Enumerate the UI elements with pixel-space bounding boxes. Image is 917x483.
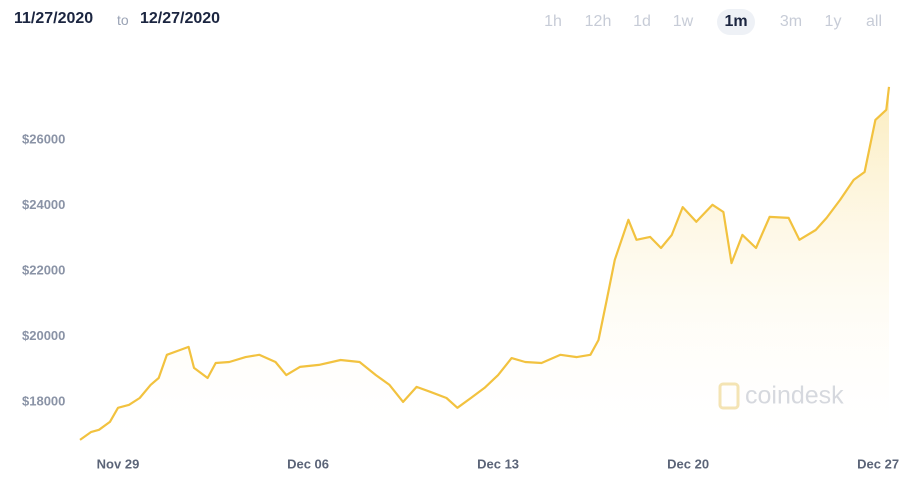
date-to: 12/27/2020 bbox=[140, 10, 221, 27]
range-button[interactable]: 1y bbox=[824, 13, 842, 30]
range-button[interactable]: 1w bbox=[672, 13, 694, 30]
range-button[interactable]: 1h bbox=[544, 13, 562, 30]
y-tick-label: $18000 bbox=[22, 393, 65, 408]
x-tick-label: Dec 20 bbox=[667, 456, 709, 471]
y-tick-label: $26000 bbox=[22, 131, 65, 146]
area-fill bbox=[80, 86, 889, 456]
y-tick-label: $20000 bbox=[22, 328, 65, 343]
x-tick-label: Dec 27 bbox=[857, 456, 899, 471]
x-tick-label: Dec 06 bbox=[287, 456, 329, 471]
price-line bbox=[79, 86, 891, 441]
y-tick-label: $24000 bbox=[22, 197, 65, 212]
x-tick-label: Nov 29 bbox=[97, 456, 140, 471]
y-tick-label: $22000 bbox=[22, 262, 65, 277]
x-tick-label: Dec 13 bbox=[477, 456, 519, 471]
range-button[interactable]: all bbox=[865, 13, 882, 30]
date-to-word: to bbox=[117, 12, 129, 28]
range-button[interactable]: 1d bbox=[633, 13, 651, 30]
date-from: 11/27/2020 bbox=[14, 10, 94, 27]
range-button[interactable]: 12h bbox=[584, 13, 612, 30]
range-button[interactable]: 3m bbox=[779, 13, 803, 30]
range-button[interactable]: 1m bbox=[717, 9, 755, 35]
